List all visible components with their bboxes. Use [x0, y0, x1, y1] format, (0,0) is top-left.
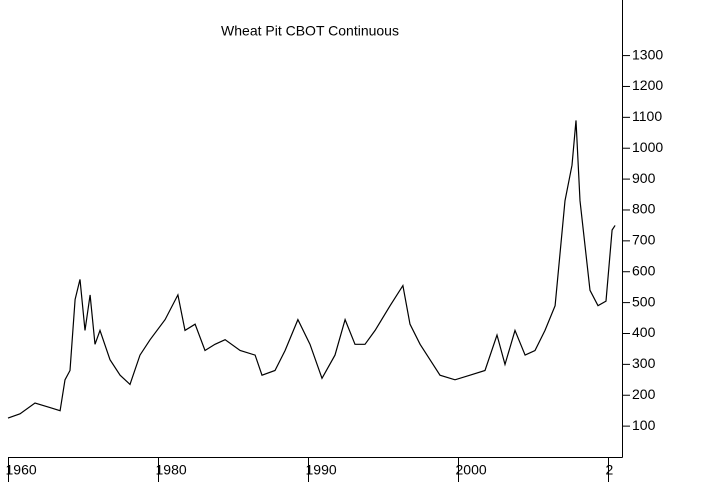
- y-tick-label: 700: [632, 232, 656, 248]
- y-tick-label: 500: [632, 293, 656, 309]
- y-tick-label: 1300: [632, 46, 663, 62]
- y-tick-label: 600: [632, 262, 656, 278]
- y-tick-label: 1000: [632, 139, 663, 155]
- x-tick-label: 1980: [156, 462, 187, 478]
- x-tick-label: 1960: [6, 462, 37, 478]
- price-line: [7, 120, 616, 419]
- y-tick-label: 400: [632, 324, 656, 340]
- y-tick-label: 300: [632, 355, 656, 371]
- y-tick-label: 800: [632, 201, 656, 217]
- y-tick-label: 900: [632, 170, 656, 186]
- y-tick-label: 1100: [632, 108, 662, 124]
- chart-title: Wheat Pit CBOT Continuous: [221, 23, 399, 39]
- y-tick-label: 200: [632, 386, 656, 402]
- x-tick-label: 2000: [456, 462, 487, 478]
- x-tick-label: 2: [606, 462, 614, 478]
- y-tick-label: 100: [632, 417, 656, 433]
- y-tick-label: 1200: [632, 77, 663, 93]
- x-tick-label: 1990: [306, 462, 337, 478]
